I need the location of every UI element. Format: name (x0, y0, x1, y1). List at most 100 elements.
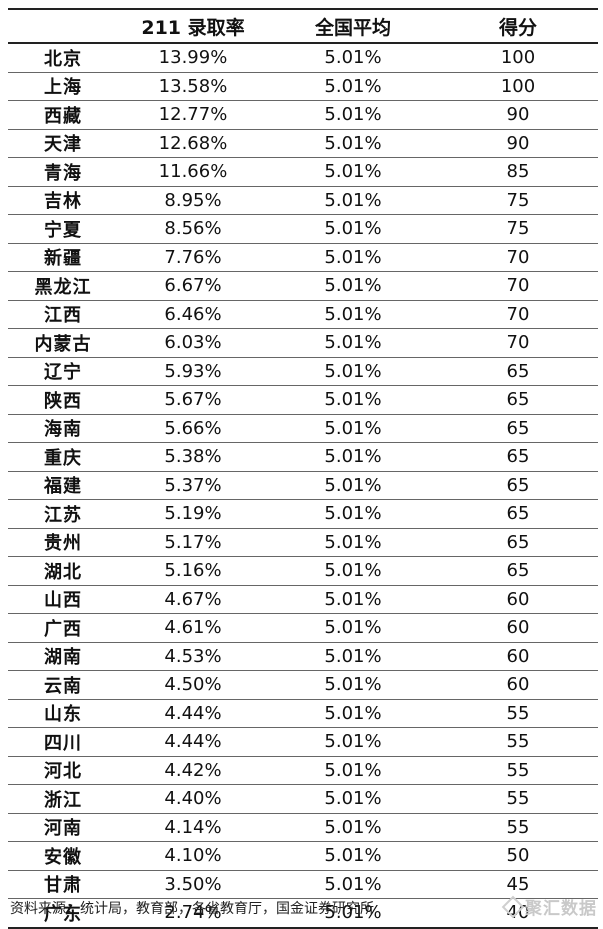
header-211-rate: 211 录取率 (118, 8, 268, 44)
cell-score: 65 (438, 442, 598, 472)
cell-province: 广西 (8, 613, 118, 643)
table-row: 云南 4.50% 5.01% 60 (8, 670, 598, 700)
cell-province: 云南 (8, 670, 118, 700)
table-row: 黑龙江 6.67% 5.01% 70 (8, 271, 598, 301)
cell-score: 65 (438, 357, 598, 386)
cell-211-rate: 4.10% (118, 841, 268, 871)
cell-province: 河北 (8, 756, 118, 785)
table-row: 江苏 5.19% 5.01% 65 (8, 499, 598, 529)
cell-211-rate: 6.67% (118, 271, 268, 301)
cell-province: 山西 (8, 585, 118, 614)
cell-province: 贵州 (8, 528, 118, 557)
cell-score: 70 (438, 243, 598, 272)
cell-national-average: 5.01% (268, 442, 438, 472)
cell-province: 海南 (8, 414, 118, 443)
cell-score: 65 (438, 556, 598, 586)
cell-score: 60 (438, 613, 598, 643)
cell-score: 50 (438, 841, 598, 871)
cell-score: 55 (438, 727, 598, 757)
table-row: 河北 4.42% 5.01% 55 (8, 756, 598, 785)
table-row: 河南 4.14% 5.01% 55 (8, 813, 598, 842)
cell-national-average: 5.01% (268, 186, 438, 215)
cell-national-average: 5.01% (268, 357, 438, 386)
table-row: 贵州 5.17% 5.01% 65 (8, 528, 598, 557)
cell-province: 内蒙古 (8, 328, 118, 358)
cell-211-rate: 12.68% (118, 129, 268, 158)
cell-province: 甘肃 (8, 870, 118, 899)
cell-211-rate: 5.19% (118, 499, 268, 529)
cell-province: 宁夏 (8, 214, 118, 244)
cell-national-average: 5.01% (268, 841, 438, 871)
cell-score: 85 (438, 157, 598, 187)
table-row: 天津 12.68% 5.01% 90 (8, 129, 598, 158)
cell-211-rate: 5.16% (118, 556, 268, 586)
table-row: 西藏 12.77% 5.01% 90 (8, 100, 598, 130)
watermark-text: 聚汇数据 (525, 899, 597, 919)
cell-province: 安徽 (8, 841, 118, 871)
cell-province: 江西 (8, 300, 118, 329)
cell-province: 黑龙江 (8, 271, 118, 301)
table-row: 辽宁 5.93% 5.01% 65 (8, 357, 598, 386)
cell-province: 湖北 (8, 556, 118, 586)
cell-211-rate: 4.61% (118, 613, 268, 643)
table-row: 重庆 5.38% 5.01% 65 (8, 442, 598, 472)
cell-national-average: 5.01% (268, 100, 438, 130)
cell-score: 90 (438, 129, 598, 158)
cell-score: 65 (438, 471, 598, 500)
table-row: 上海 13.58% 5.01% 100 (8, 72, 598, 101)
cell-national-average: 5.01% (268, 528, 438, 557)
cell-211-rate: 5.17% (118, 528, 268, 557)
cell-211-rate: 7.76% (118, 243, 268, 272)
cell-national-average: 5.01% (268, 271, 438, 301)
cell-national-average: 5.01% (268, 471, 438, 500)
table-row: 宁夏 8.56% 5.01% 75 (8, 214, 598, 244)
cell-211-rate: 4.40% (118, 784, 268, 814)
header-province (8, 8, 118, 44)
cell-province: 青海 (8, 157, 118, 187)
cell-score: 65 (438, 528, 598, 557)
cell-national-average: 5.01% (268, 414, 438, 443)
table-row: 吉林 8.95% 5.01% 75 (8, 186, 598, 215)
cell-score: 70 (438, 300, 598, 329)
cell-score: 75 (438, 186, 598, 215)
cell-province: 新疆 (8, 243, 118, 272)
table-header-row: 211 录取率 全国平均 得分 (8, 8, 598, 44)
table-row: 陕西 5.67% 5.01% 65 (8, 385, 598, 415)
cell-score: 55 (438, 699, 598, 728)
cell-province: 重庆 (8, 442, 118, 472)
cell-province: 上海 (8, 72, 118, 101)
cell-score: 60 (438, 642, 598, 671)
cell-score: 70 (438, 271, 598, 301)
cell-211-rate: 5.37% (118, 471, 268, 500)
header-national-average: 全国平均 (268, 8, 438, 44)
cell-national-average: 5.01% (268, 157, 438, 187)
cell-score: 75 (438, 214, 598, 244)
cell-score: 45 (438, 870, 598, 899)
cell-province: 吉林 (8, 186, 118, 215)
admission-rate-table: 211 录取率 全国平均 得分 北京 13.99% 5.01% 100 上海 13.58%… (8, 8, 598, 929)
cell-national-average: 5.01% (268, 43, 438, 73)
cell-211-rate: 8.95% (118, 186, 268, 215)
cell-province: 四川 (8, 727, 118, 757)
header-score: 得分 (438, 8, 598, 44)
cell-national-average: 5.01% (268, 727, 438, 757)
cell-211-rate: 13.58% (118, 72, 268, 101)
cell-national-average: 5.01% (268, 585, 438, 614)
cell-national-average: 5.01% (268, 385, 438, 415)
cell-211-rate: 4.50% (118, 670, 268, 700)
cell-211-rate: 3.50% (118, 870, 268, 899)
cell-score: 70 (438, 328, 598, 358)
cell-province: 陕西 (8, 385, 118, 415)
table-row: 北京 13.99% 5.01% 100 (8, 43, 598, 73)
cell-national-average: 5.01% (268, 556, 438, 586)
table-row: 海南 5.66% 5.01% 65 (8, 414, 598, 443)
table-row: 新疆 7.76% 5.01% 70 (8, 243, 598, 272)
cell-score: 55 (438, 813, 598, 842)
cell-score: 100 (438, 43, 598, 73)
cell-211-rate: 4.44% (118, 699, 268, 728)
table-row: 青海 11.66% 5.01% 85 (8, 157, 598, 187)
cell-211-rate: 4.42% (118, 756, 268, 785)
table-row: 内蒙古 6.03% 5.01% 70 (8, 328, 598, 358)
table-row: 湖北 5.16% 5.01% 65 (8, 556, 598, 586)
cell-211-rate: 11.66% (118, 157, 268, 187)
